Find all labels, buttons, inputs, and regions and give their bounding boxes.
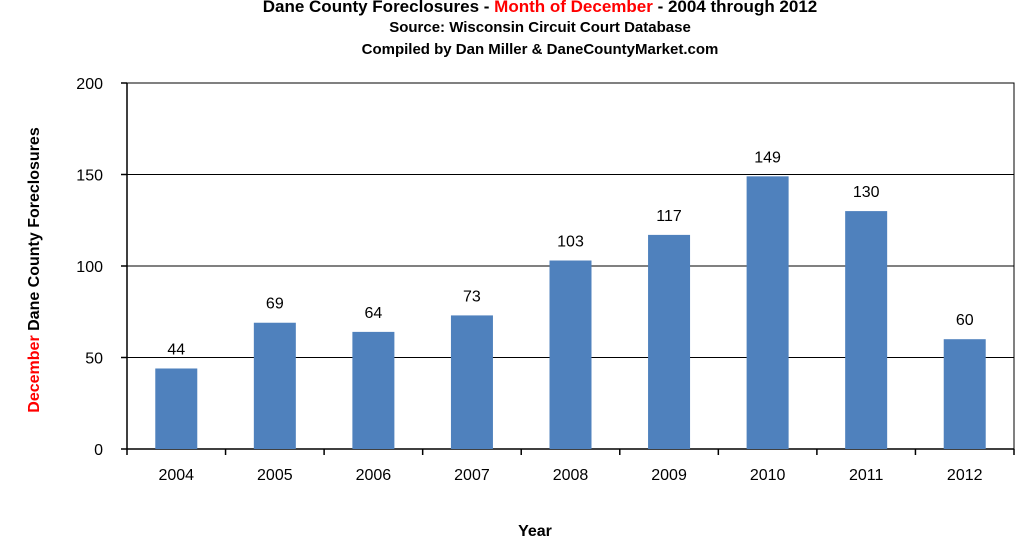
- y-axis-label: December Dane County Foreclosures: [26, 127, 43, 413]
- bar-2005: [253, 322, 296, 449]
- bar-2007: [450, 315, 493, 449]
- data-label-2012: 60: [956, 312, 974, 329]
- bar-2009: [648, 234, 691, 449]
- bar-2010: [746, 176, 789, 449]
- bar-2012: [943, 339, 986, 449]
- title-highlight: Month of December: [494, 0, 653, 16]
- data-label-2007: 73: [463, 288, 481, 305]
- x-tick-label: 2011: [849, 467, 884, 484]
- data-label-2004: 44: [167, 341, 185, 358]
- x-tick-label: 2008: [553, 467, 589, 484]
- y-tick-label: 50: [85, 351, 103, 368]
- data-label-2008: 103: [557, 234, 584, 251]
- data-label-2009: 117: [656, 208, 682, 225]
- y-tick-label: 200: [76, 76, 103, 93]
- y-label-rest: Dane County Foreclosures: [26, 127, 43, 335]
- x-tick-label: 2010: [750, 467, 786, 484]
- bar-2008: [549, 260, 592, 449]
- chart-subtitle-compiled: Compiled by Dan Miller & DaneCountyMarke…: [362, 41, 719, 58]
- data-label-2005: 69: [266, 296, 284, 313]
- x-axis-label: Year: [518, 523, 552, 538]
- x-tick-label: 2007: [454, 467, 490, 484]
- x-tick-label: 2012: [947, 467, 983, 484]
- title-part1: Dane County Foreclosures -: [263, 0, 494, 16]
- x-tick-label: 2005: [257, 467, 293, 484]
- chart-subtitle-source: Source: Wisconsin Circuit Court Database: [389, 19, 691, 36]
- y-tick-label: 100: [76, 259, 103, 276]
- y-tick-label: 0: [94, 442, 103, 459]
- bar-2004: [155, 368, 198, 449]
- y-label-highlight: December: [26, 335, 43, 412]
- y-tick-label: 150: [76, 168, 103, 185]
- data-label-2011: 130: [853, 184, 880, 201]
- data-label-2006: 64: [364, 305, 382, 322]
- plot-area: 0 50 100 150 200 44 2004 69 2005 64 2006 73 2007 103 2…: [76, 76, 1015, 484]
- bar-2011: [845, 211, 888, 449]
- chart-title: Dane County Foreclosures - Month of Dece…: [263, 0, 818, 16]
- data-label-2010: 149: [754, 149, 781, 166]
- x-tick-label: 2009: [651, 467, 687, 484]
- bar-2006: [352, 331, 395, 449]
- x-tick-label: 2006: [356, 467, 392, 484]
- title-part2: - 2004 through 2012: [653, 0, 817, 16]
- x-tick-label: 2004: [158, 467, 194, 484]
